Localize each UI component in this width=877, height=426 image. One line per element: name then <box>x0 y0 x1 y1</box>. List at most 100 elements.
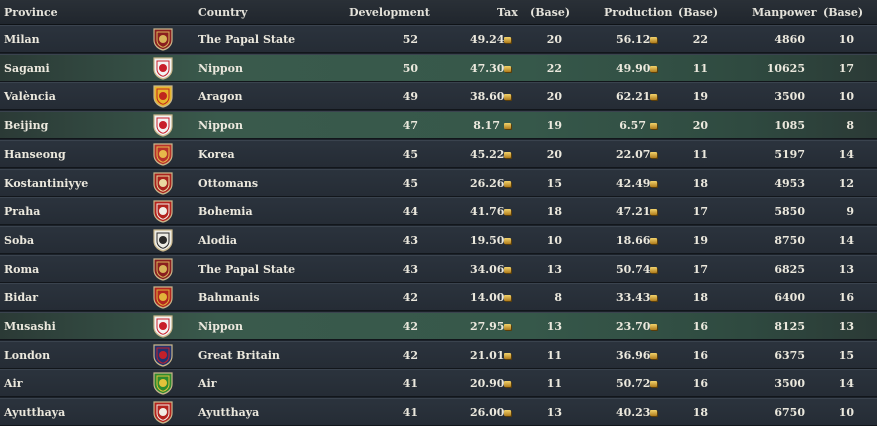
nippon-flag-icon[interactable] <box>153 315 173 338</box>
manpower-value: 1085 <box>774 119 805 133</box>
country-name[interactable]: Nippon <box>198 119 243 133</box>
col-header-manpower-base[interactable]: (Base) <box>823 6 864 19</box>
province-name[interactable]: Roma <box>4 262 40 276</box>
papal-state-flag-icon[interactable] <box>153 257 173 281</box>
ducats-icon <box>504 94 511 101</box>
col-header-tax[interactable]: Tax <box>497 6 518 19</box>
ducats-icon <box>650 324 657 330</box>
country-name[interactable]: Ottomans <box>198 176 259 190</box>
table-row[interactable]: London Great Britain 42 21.01 11 36.96 16 6375 1… <box>0 340 877 369</box>
province-name[interactable]: Musashi <box>4 320 56 333</box>
tax-value: 38.60 <box>470 90 505 104</box>
production-base-value: 16 <box>692 377 708 391</box>
production-base-value: 17 <box>692 262 708 276</box>
table-row[interactable]: València Aragon 49 38.60 20 62.21 19 3500 10 <box>0 82 877 111</box>
col-header-development[interactable]: Development <box>349 6 430 19</box>
development-value: 52 <box>402 33 418 46</box>
development-value: 45 <box>402 176 418 190</box>
province-name[interactable]: Bidar <box>4 291 39 305</box>
manpower-value: 8750 <box>774 233 805 247</box>
manpower-value: 10625 <box>766 61 805 75</box>
country-name[interactable]: Great Britain <box>198 348 280 362</box>
country-name[interactable]: Aragon <box>198 90 243 104</box>
col-header-production-base[interactable]: (Base) <box>678 6 719 19</box>
manpower-value: 3500 <box>774 90 805 104</box>
korea-flag-icon[interactable] <box>153 143 173 166</box>
bohemia-flag-icon[interactable] <box>153 200 173 223</box>
province-name[interactable]: Kostantiniyye <box>4 176 89 190</box>
development-value: 44 <box>402 205 418 219</box>
ducats-icon <box>650 65 657 72</box>
ducats-icon <box>650 123 657 130</box>
papal-state-flag-icon[interactable] <box>153 28 173 51</box>
country-name[interactable]: Alodia <box>198 233 238 247</box>
manpower-value: 3500 <box>774 377 805 391</box>
table-row[interactable]: Praha Bohemia 44 41.76 18 47.21 17 5850 9 <box>0 197 877 226</box>
production-value: 6.57 <box>619 119 646 133</box>
province-name[interactable]: Milan <box>4 33 40 46</box>
country-name[interactable]: Bohemia <box>198 205 253 219</box>
province-name[interactable]: València <box>4 90 56 104</box>
table-row[interactable]: Kostantiniyye Ottomans 45 26.26 15 42.49 18 495… <box>0 168 877 197</box>
col-header-production[interactable]: Production <box>604 6 673 19</box>
tax-base-value: 18 <box>546 205 562 219</box>
ottomans-flag-icon[interactable] <box>153 171 173 195</box>
country-name[interactable]: The Papal State <box>198 262 296 276</box>
table-row[interactable]: Soba Alodia 43 19.50 10 18.66 19 8750 14 <box>0 225 877 254</box>
ducats-icon <box>504 381 511 388</box>
col-header-province[interactable]: Province <box>4 6 58 19</box>
production-base-value: 20 <box>692 119 708 133</box>
manpower-base-value: 10 <box>838 90 854 104</box>
air-flag-icon[interactable] <box>153 372 173 396</box>
province-name[interactable]: Hanseong <box>4 147 66 161</box>
ducats-icon <box>650 94 657 101</box>
manpower-value: 6400 <box>774 291 805 305</box>
country-name[interactable]: Air <box>198 377 217 391</box>
country-name[interactable]: The Papal State <box>198 33 296 46</box>
ayutthaya-flag-icon[interactable] <box>153 401 173 424</box>
production-value: 50.72 <box>616 377 651 391</box>
table-row[interactable]: Bidar Bahmanis 42 14.00 8 33.43 18 6400 16 <box>0 283 877 312</box>
province-name[interactable]: Air <box>4 377 23 391</box>
ducats-icon <box>650 381 657 388</box>
table-row[interactable]: Beijing Nippon 47 8.17 19 6.57 20 1085 8 <box>0 111 877 140</box>
nippon-flag-icon[interactable] <box>153 57 173 80</box>
province-name[interactable]: London <box>4 348 51 362</box>
province-name[interactable]: Beijing <box>4 119 49 133</box>
ducats-icon <box>650 352 657 359</box>
table-row[interactable]: Musashi Nippon 42 27.95 13 23.70 16 8125 13 <box>0 312 877 340</box>
province-name[interactable]: Sagami <box>4 61 50 75</box>
manpower-base-value: 13 <box>838 320 854 333</box>
tax-base-value: 13 <box>546 262 562 276</box>
table-row[interactable]: Sagami Nippon 50 47.30 22 49.90 11 10625 17 <box>0 53 877 82</box>
table-row[interactable]: Ayutthaya Ayutthaya 41 26.00 13 40.23 18 6750 10 <box>0 398 877 426</box>
table-row[interactable]: Hanseong Korea 45 45.22 20 22.07 11 5197 14 <box>0 139 877 168</box>
province-name[interactable]: Ayutthaya <box>4 406 66 420</box>
table-row[interactable]: Milan The Papal State 52 49.24 20 56.12 22 4860… <box>0 25 877 53</box>
ducats-icon <box>504 180 511 187</box>
country-name[interactable]: Ayutthaya <box>198 406 260 420</box>
table-row[interactable]: Roma The Papal State 43 34.06 13 50.74 17 6825 1… <box>0 254 877 283</box>
province-name[interactable]: Praha <box>4 205 41 219</box>
bahmanis-flag-icon[interactable] <box>153 286 173 309</box>
col-header-country[interactable]: Country <box>198 6 248 19</box>
province-name[interactable]: Soba <box>4 233 35 247</box>
production-base-value: 11 <box>692 61 708 75</box>
country-name[interactable]: Nippon <box>198 320 243 333</box>
col-header-manpower[interactable]: Manpower <box>752 6 817 19</box>
country-name[interactable]: Nippon <box>198 61 243 75</box>
ducats-icon <box>504 65 511 72</box>
nippon-flag-icon[interactable] <box>153 114 173 137</box>
alodia-flag-icon[interactable] <box>153 229 173 252</box>
country-name[interactable]: Korea <box>198 147 235 161</box>
manpower-base-value: 17 <box>838 61 854 75</box>
table-row[interactable]: Air Air 41 20.90 11 50.72 16 3500 14 <box>0 369 877 398</box>
aragon-flag-icon[interactable] <box>153 85 173 109</box>
col-header-tax-base[interactable]: (Base) <box>530 6 571 19</box>
ducats-icon <box>504 237 511 244</box>
great-britain-flag-icon[interactable] <box>153 344 173 367</box>
tax-value: 19.50 <box>470 233 505 247</box>
ducats-icon <box>650 37 657 43</box>
manpower-base-value: 16 <box>838 291 854 305</box>
country-name[interactable]: Bahmanis <box>198 291 260 305</box>
